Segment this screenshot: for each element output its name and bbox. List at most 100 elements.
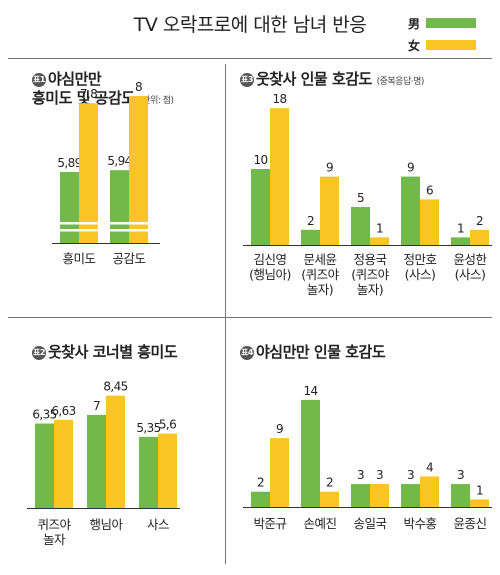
p1-category-label-0: 흥미도: [62, 251, 95, 266]
p3-value-label-female-1: 9: [326, 161, 333, 175]
p3-value-label-male-1: 2: [307, 214, 314, 228]
p3-category-label-1-line3: 놀자): [307, 282, 333, 297]
p1-value-label-male-1: 5,94: [107, 154, 131, 168]
p1-bar-male-1: [110, 170, 129, 243]
p4-value-label-male-2: 3: [357, 468, 364, 482]
panel1-title: 표1 야심만만 흥미도 및 공감도 (단위: 점): [32, 70, 174, 111]
p3-bar-female-0: [270, 108, 289, 245]
panel4-tag: 표4: [240, 346, 254, 360]
p3-bar-male-2: [351, 207, 370, 245]
p1-bar-female-0: [79, 103, 98, 244]
p3-category-label-0-line2: (행님아): [249, 267, 291, 282]
p4-bar-male-2: [351, 484, 370, 507]
p3-value-label-female-0: 18: [272, 92, 286, 106]
p2-bar-female-1: [106, 395, 125, 508]
p3-value-label-male-3: 9: [407, 161, 414, 175]
p3-category-label-3: 정만호: [403, 252, 436, 267]
p1-value-label-female-1: 8: [135, 80, 142, 94]
legend-label-female: 女: [408, 38, 421, 53]
p3-value-label-female-4: 2: [476, 214, 483, 228]
p1-category-label-1: 공감도: [112, 251, 145, 266]
p3-bar-male-3: [401, 176, 420, 245]
p3-bar-male-4: [451, 237, 470, 245]
p3-category-label-3-line2: (사스): [405, 267, 436, 282]
p4-bar-female-4: [470, 499, 489, 507]
panel2-tag: 표2: [32, 346, 46, 360]
p1-axis-break-0-0: [58, 222, 100, 225]
panel3-title: 표3 웃찾사 인물 호감도 (중복응답·명): [240, 70, 424, 92]
p3-category-label-2-line3: 놀자): [357, 282, 383, 297]
p4-value-label-female-4: 1: [476, 483, 483, 497]
p2-bar-female-2: [158, 433, 177, 508]
p4-bar-female-0: [270, 438, 289, 507]
panel1-tag: 표1: [32, 73, 46, 87]
column-divider: [225, 64, 226, 564]
panel4-title: 표4 야심만만 인물 호감도: [240, 343, 386, 362]
p4-bar-male-1: [301, 399, 320, 507]
panel1-title-line1: 야심만만: [48, 70, 102, 88]
p1-axis-break-1-1: [108, 229, 150, 232]
p1-axis-break-1-0: [108, 222, 150, 225]
p4-category-label-2: 송일국: [353, 516, 386, 531]
p2-value-label-female-2: 5,6: [159, 418, 176, 432]
p4-bar-male-3: [401, 484, 420, 507]
p4-value-label-female-2: 3: [376, 468, 383, 482]
p3-value-label-female-3: 6: [426, 183, 433, 197]
p4-category-label-0: 박준규: [253, 516, 286, 531]
p3-category-label-2-line2: (퀴즈야: [351, 267, 389, 282]
p2-value-label-female-0: 6,63: [51, 404, 75, 418]
p3-category-label-4-line2: (사스): [455, 267, 486, 282]
top-divider: [8, 58, 492, 59]
p4-bar-male-4: [451, 484, 470, 507]
p4-value-label-male-4: 3: [457, 468, 464, 482]
p3-value-label-female-2: 1: [376, 221, 383, 235]
p1-value-label-male-0: 5,89: [57, 156, 81, 170]
p4-bar-male-0: [251, 491, 270, 507]
p3-category-label-0: 김신영: [253, 252, 286, 267]
legend-item-female: 女: [408, 34, 477, 56]
p2-bar-female-0: [54, 419, 73, 508]
p2-category-label-0-line2: 놀자: [43, 532, 66, 547]
p1-axis-break-0-1: [58, 229, 100, 232]
p1-bar-female-1: [129, 96, 148, 243]
page-title: TV 오락프로에 대한 남녀 반응: [133, 14, 367, 36]
panel3-tag: 표3: [240, 73, 254, 87]
p4-category-label-4: 윤종신: [453, 516, 486, 531]
p4-bar-female-1: [320, 491, 339, 507]
p3-category-label-4: 윤성한: [453, 252, 487, 267]
p3-category-label-2: 정용국: [353, 252, 386, 267]
p2-category-label-2: 사스: [147, 517, 169, 532]
panel2-title-line1: 웃찾사 코너별 흥미도: [48, 343, 178, 361]
p4-value-label-male-0: 2: [257, 476, 264, 490]
legend-item-male: 男: [408, 12, 477, 34]
p3-bar-female-1: [320, 176, 339, 245]
p3-bar-male-0: [251, 169, 270, 245]
p2-category-label-0: 퀴즈야: [37, 517, 71, 532]
p1-bar-male-0: [60, 172, 79, 243]
p3-bar-female-3: [420, 199, 439, 245]
p2-value-label-male-2: 5,35: [136, 421, 160, 435]
p3-value-label-male-4: 1: [457, 221, 464, 235]
middle-divider: [8, 317, 492, 318]
p4-bar-female-3: [420, 476, 439, 507]
p3-bar-female-2: [370, 237, 389, 245]
p4-value-label-male-3: 3: [407, 468, 414, 482]
p3-category-label-1: 문세윤: [303, 252, 336, 267]
p3-bar-female-4: [470, 229, 489, 245]
p4-value-label-female-3: 4: [426, 460, 433, 474]
panel1-unit: (단위: 점): [139, 96, 174, 106]
p3-bar-male-1: [301, 229, 320, 245]
panel4-title-line1: 야심만만 인물 호감도: [256, 343, 386, 361]
p2-value-label-male-1: 7: [93, 399, 100, 413]
panel2-title: 표2 웃찾사 코너별 흥미도: [32, 343, 178, 362]
p4-category-label-3: 박수홍: [403, 516, 436, 531]
p2-value-label-female-1: 8,45: [103, 380, 127, 394]
p4-value-label-female-0: 9: [276, 422, 283, 436]
legend-swatch-female: [426, 40, 477, 50]
p4-value-label-male-1: 14: [303, 384, 317, 398]
legend: 男 女: [408, 12, 477, 56]
p2-bar-male-2: [139, 436, 158, 508]
p1-value-label-female-0: 7,8: [80, 87, 97, 101]
p4-category-label-1: 손예진: [303, 516, 336, 531]
